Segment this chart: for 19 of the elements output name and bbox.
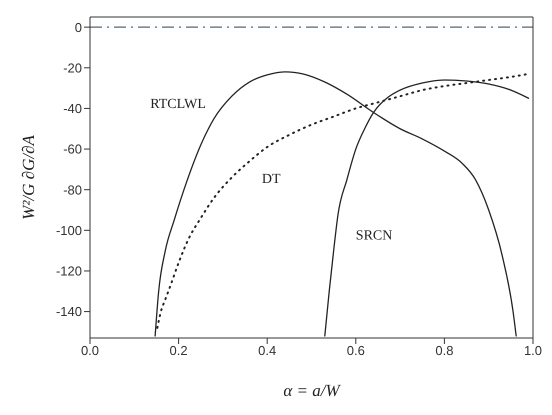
x-tick-label: 0.8 [435,343,454,358]
y-tick-label: -120 [56,264,82,279]
y-tick-label: -140 [56,304,82,320]
y-tick-label: -20 [63,60,82,76]
y-tick-label: 0 [74,20,82,35]
y-tick-label: -80 [63,182,82,198]
x-axis-title: α = a/W [283,381,342,400]
x-tick-label: 0.4 [258,343,276,358]
y-axis-title: W²/G ∂G/∂A [18,134,38,220]
x-tick-label: 0.0 [80,343,100,358]
x-tick-label: 1.0 [524,343,542,358]
series-label: SRCN [356,228,392,244]
y-tick-label: -100 [56,222,82,238]
y-tick-label: -60 [63,142,82,157]
y-tick-label: -40 [63,101,82,116]
x-tick-label: 0.6 [346,343,365,358]
series-label: RTCLWL [150,96,206,112]
series-label: DT [262,172,281,188]
x-tick-label: 0.2 [170,343,188,358]
